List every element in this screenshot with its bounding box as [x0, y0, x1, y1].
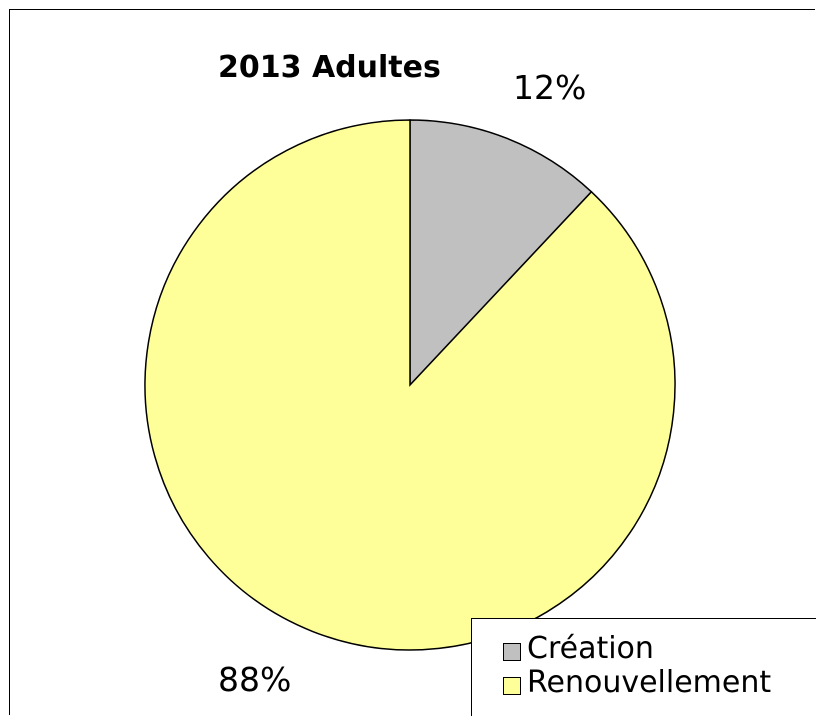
data-label-renouvellement: 88%	[218, 660, 292, 699]
pie-slice-renouvellement	[144, 119, 676, 651]
legend-label-renouvellement: Renouvellement	[527, 665, 772, 700]
legend-swatch-creation	[503, 643, 521, 661]
legend-swatch-renouvellement	[503, 677, 521, 695]
pie-slice-creation	[409, 119, 593, 387]
legend: Création Renouvellement	[471, 618, 816, 716]
legend-label-creation: Création	[527, 631, 654, 666]
chart-title: 2013 Adultes	[218, 50, 441, 85]
pie-slices	[144, 119, 676, 651]
data-label-creation: 12%	[513, 68, 587, 107]
